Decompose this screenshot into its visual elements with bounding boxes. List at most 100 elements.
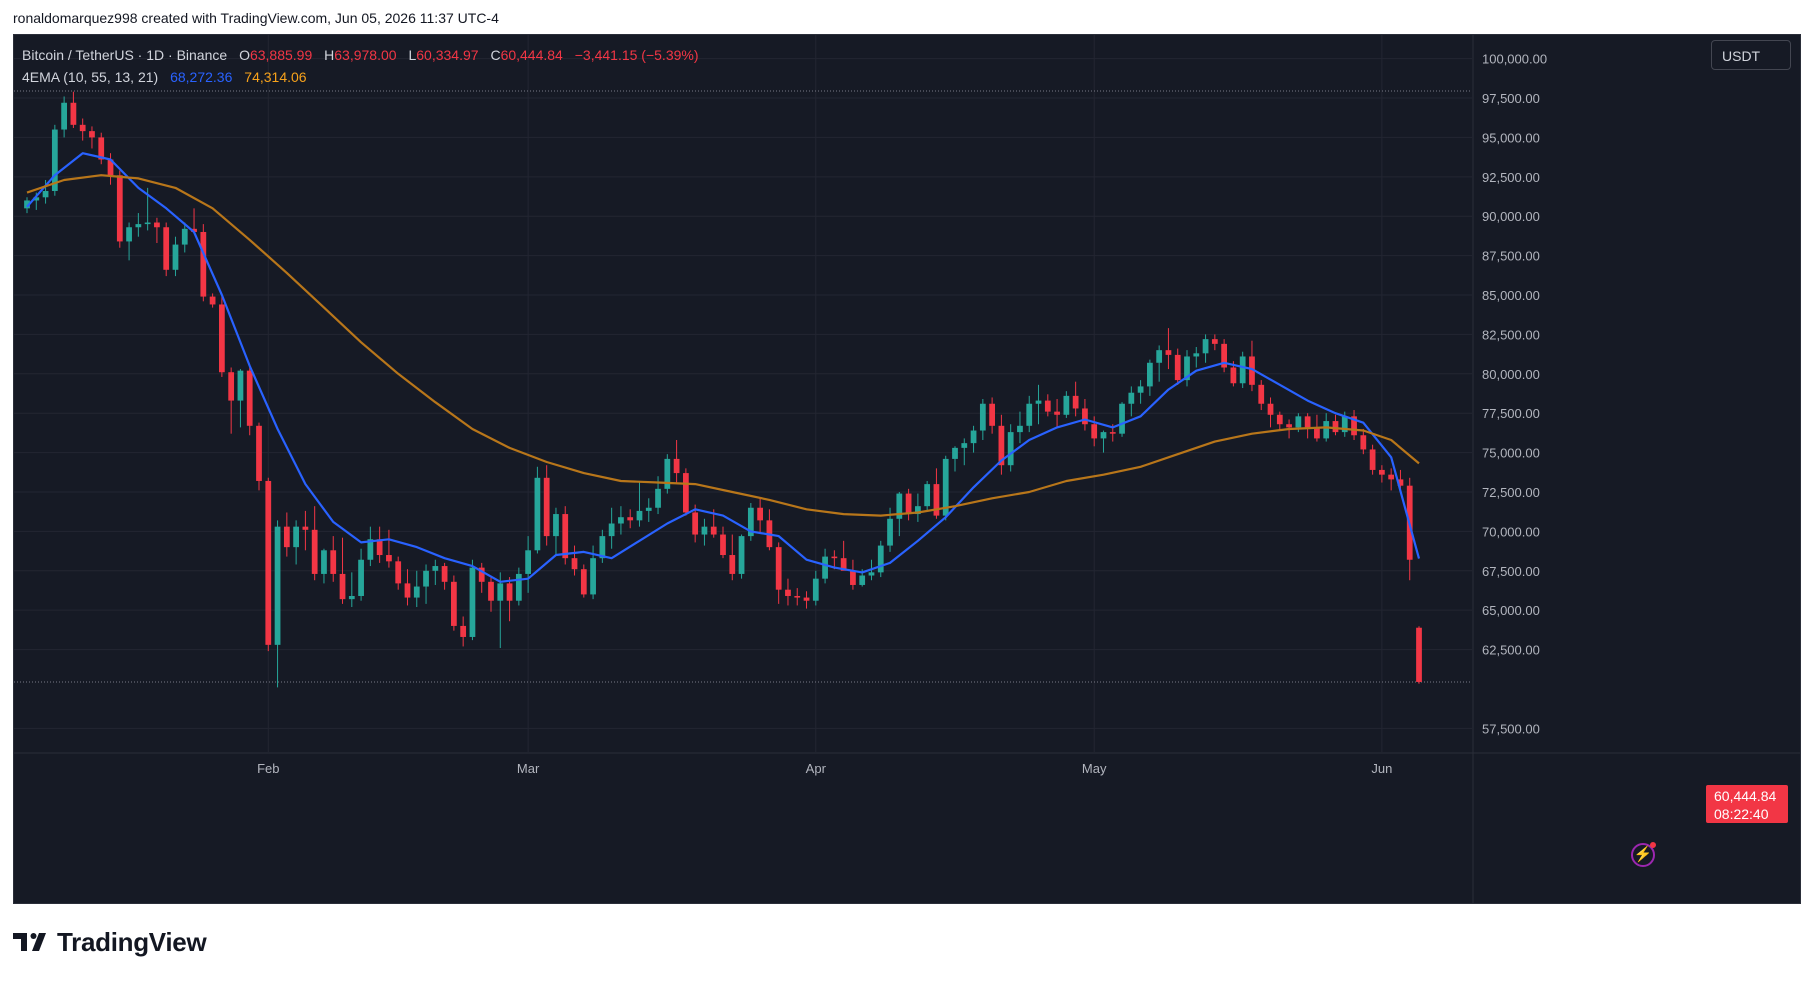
ema-row: 4EMA (10, 55, 13, 21) 68,272.36 74,314.0… [22, 66, 699, 88]
candle [1276, 411, 1283, 431]
high-label: H [324, 47, 335, 63]
candle-body [729, 555, 736, 574]
y-tick-label: 70,000.00 [1482, 524, 1540, 539]
candle [1054, 399, 1060, 428]
candle [998, 414, 1005, 475]
candle [154, 217, 160, 244]
candle-body [413, 586, 420, 598]
candle-body [1147, 362, 1153, 387]
candle-body [1044, 400, 1051, 412]
candle-body [553, 514, 559, 537]
candle [42, 179, 49, 204]
candle [191, 208, 197, 234]
candle-body [970, 430, 977, 444]
candle-body [1332, 421, 1339, 433]
candle [924, 480, 931, 511]
candle-body [1109, 432, 1116, 434]
candle [172, 236, 179, 277]
chart-panel[interactable] [13, 34, 1801, 904]
candle-body [1100, 432, 1107, 439]
candle-body [775, 547, 782, 590]
candle-body [590, 558, 596, 595]
ema-indicator-label[interactable]: 4EMA (10, 55, 13, 21) [22, 69, 159, 85]
candle [376, 526, 383, 563]
candle-body [1360, 435, 1367, 450]
candle [757, 498, 763, 533]
candle [942, 455, 949, 521]
candle-body [701, 526, 708, 535]
candle-body [488, 581, 494, 601]
candle [51, 124, 58, 196]
candle [423, 564, 429, 604]
candle [181, 222, 188, 253]
candle-body [1128, 392, 1135, 404]
candle-body [116, 175, 123, 242]
candle-body [107, 159, 114, 176]
candle-body [989, 403, 995, 426]
candle-body [655, 488, 661, 508]
candle-body [1388, 474, 1395, 480]
ohlc-row: Bitcoin / TetherUS · 1D · Binance O63,88… [22, 44, 699, 66]
y-tick-label: 77,500.00 [1482, 406, 1540, 421]
candle-body [877, 545, 884, 573]
candle-body [562, 514, 569, 559]
candle-body [599, 536, 606, 559]
candle-body [386, 555, 392, 562]
symbol-title[interactable]: Bitcoin / TetherUS · 1D · Binance [22, 47, 228, 63]
candle [1193, 347, 1200, 368]
candle-body [154, 222, 160, 228]
notification-dot [1650, 842, 1656, 848]
candle-body [181, 228, 188, 245]
candle-body [237, 370, 244, 401]
candle-body [794, 595, 801, 598]
x-tick-label: Mar [517, 761, 540, 776]
candle-body [395, 561, 402, 584]
candle-body [330, 550, 337, 574]
candle [747, 503, 754, 541]
candle-body [24, 200, 30, 209]
candle [1100, 430, 1107, 453]
candle [979, 399, 986, 440]
candle-body [311, 529, 318, 574]
candle-body [70, 102, 77, 125]
candle-body [636, 510, 643, 521]
candle-body [1082, 408, 1088, 425]
candle-body [1397, 479, 1404, 486]
candle [738, 534, 745, 579]
candle-body [506, 583, 513, 601]
candle [478, 562, 485, 593]
candle [664, 454, 671, 494]
chart-author-caption: ronaldomarquez998 created with TradingVi… [13, 10, 499, 26]
candle-body [376, 539, 383, 556]
candle-body [720, 534, 726, 556]
x-tick-label: May [1082, 761, 1107, 776]
candle [701, 518, 708, 546]
y-tick-label: 82,500.00 [1482, 327, 1540, 342]
candle-body [915, 506, 921, 515]
candle-body [747, 507, 754, 537]
candle-body [896, 493, 903, 519]
x-tick-label: Feb [257, 761, 279, 776]
low-value: 60,334.97 [416, 47, 479, 63]
candle-body [1026, 403, 1033, 426]
candle [1082, 399, 1088, 431]
candle [321, 548, 327, 584]
candle-body [785, 589, 791, 596]
candle [785, 578, 791, 606]
currency-button[interactable]: USDT [1711, 40, 1791, 70]
candle-body [1249, 356, 1255, 385]
ema-fast-line [26, 152, 1421, 583]
brand-footer[interactable]: TradingView [13, 927, 207, 957]
candle-body [469, 567, 476, 637]
candle [599, 529, 606, 563]
candle-body [209, 296, 216, 305]
candle [107, 153, 114, 185]
candle-body [135, 224, 142, 228]
lightning-icon[interactable]: ⚡ [1631, 843, 1655, 867]
candle-body [1054, 411, 1060, 415]
candle-body [246, 370, 253, 426]
y-tick-label: 65,000.00 [1482, 603, 1540, 618]
candle-body [525, 550, 531, 574]
candle [404, 569, 411, 606]
